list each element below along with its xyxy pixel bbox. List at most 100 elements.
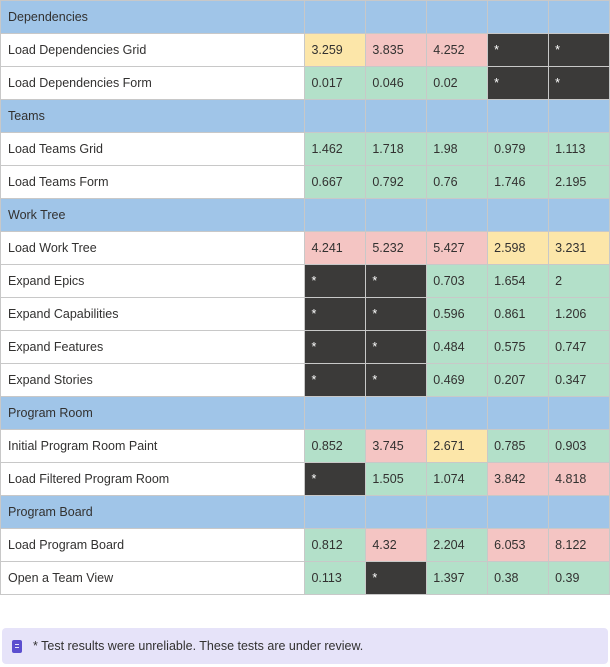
value-cell: * [365,363,428,397]
row-label: Expand Capabilities [0,297,306,331]
footnote-text: * Test results were unreliable. These te… [33,639,364,653]
value-cell: 0.703 [426,264,489,298]
value-cell: 2.204 [426,528,489,562]
section-cell [548,0,610,34]
section-cell [548,99,610,133]
value-cell: * [365,297,428,331]
row-label: Load Program Board [0,528,306,562]
value-cell: 1.074 [426,462,489,496]
value-cell: 1.654 [487,264,550,298]
value-cell: 4.32 [365,528,428,562]
value-cell: 0.38 [487,561,550,595]
section-cell [426,99,489,133]
section-header-row: Work Tree [0,198,610,232]
value-cell: 1.505 [365,462,428,496]
value-cell: * [304,264,367,298]
value-cell: 2.671 [426,429,489,463]
row-label: Open a Team View [0,561,306,595]
value-cell: * [548,66,610,100]
table-row: Expand Epics * * 0.703 1.654 2 [0,264,610,298]
section-cell [365,396,428,430]
section-header-row: Teams [0,99,610,133]
value-cell: 1.718 [365,132,428,166]
value-cell: * [304,297,367,331]
section-cell [487,0,550,34]
section-title: Teams [0,99,306,133]
table-row: Expand Capabilities * * 0.596 0.861 1.206 [0,297,610,331]
value-cell: 0.575 [487,330,550,364]
section-cell [365,198,428,232]
value-cell: 0.747 [548,330,610,364]
value-cell: 4.252 [426,33,489,67]
section-cell [304,198,367,232]
results-table: Dependencies Load Dependencies Grid 3.259 3… [0,0,610,595]
value-cell: 4.241 [304,231,367,265]
section-cell [426,0,489,34]
value-cell: 0.903 [548,429,610,463]
value-cell: 6.053 [487,528,550,562]
value-cell: 0.017 [304,66,367,100]
value-cell: 0.812 [304,528,367,562]
value-cell: 0.207 [487,363,550,397]
row-label: Load Teams Grid [0,132,306,166]
row-label: Expand Epics [0,264,306,298]
section-header-row: Dependencies [0,0,610,34]
section-cell [487,198,550,232]
value-cell: 1.206 [548,297,610,331]
value-cell: 0.02 [426,66,489,100]
table-row: Load Dependencies Form 0.017 0.046 0.02 * * [0,66,610,100]
section-cell [487,396,550,430]
value-cell: 5.427 [426,231,489,265]
row-label: Expand Stories [0,363,306,397]
value-cell: 1.113 [548,132,610,166]
value-cell: 0.347 [548,363,610,397]
section-cell [426,396,489,430]
value-cell: 4.818 [548,462,610,496]
value-cell: 2.598 [487,231,550,265]
section-cell [487,495,550,529]
results-table-body: Dependencies Load Dependencies Grid 3.259 3… [0,0,610,595]
value-cell: 2.195 [548,165,610,199]
table-row: Load Program Board 0.812 4.32 2.204 6.053 8.1… [0,528,610,562]
row-label: Load Teams Form [0,165,306,199]
section-cell [365,495,428,529]
row-label: Initial Program Room Paint [0,429,306,463]
value-cell: * [487,33,550,67]
section-cell [304,396,367,430]
table-row: Expand Stories * * 0.469 0.207 0.347 [0,363,610,397]
section-cell [548,495,610,529]
value-cell: 0.596 [426,297,489,331]
value-cell: 0.469 [426,363,489,397]
table-row: Load Dependencies Grid 3.259 3.835 4.252 * * [0,33,610,67]
section-cell [365,99,428,133]
section-cell [304,99,367,133]
value-cell: * [304,462,367,496]
table-row: Load Teams Form 0.667 0.792 0.76 1.746 2.195 [0,165,610,199]
value-cell: 0.667 [304,165,367,199]
value-cell: * [548,33,610,67]
row-label: Load Dependencies Form [0,66,306,100]
section-cell [487,99,550,133]
value-cell: 0.113 [304,561,367,595]
value-cell: 1.397 [426,561,489,595]
value-cell: 2 [548,264,610,298]
value-cell: 3.259 [304,33,367,67]
value-cell: 8.122 [548,528,610,562]
value-cell: 3.231 [548,231,610,265]
table-row: Initial Program Room Paint 0.852 3.745 2.67… [0,429,610,463]
table-row: Open a Team View 0.113 * 1.397 0.38 0.39 [0,561,610,595]
footnote-callout: * Test results were unreliable. These te… [2,628,608,664]
table-row: Load Teams Grid 1.462 1.718 1.98 0.979 1.113 [0,132,610,166]
value-cell: 1.746 [487,165,550,199]
value-cell: 0.852 [304,429,367,463]
value-cell: 0.76 [426,165,489,199]
value-cell: 3.835 [365,33,428,67]
value-cell: * [304,330,367,364]
section-header-row: Program Board [0,495,610,529]
value-cell: 1.98 [426,132,489,166]
value-cell: 0.979 [487,132,550,166]
section-cell [304,495,367,529]
value-cell: 3.842 [487,462,550,496]
row-label: Expand Features [0,330,306,364]
value-cell: * [365,264,428,298]
